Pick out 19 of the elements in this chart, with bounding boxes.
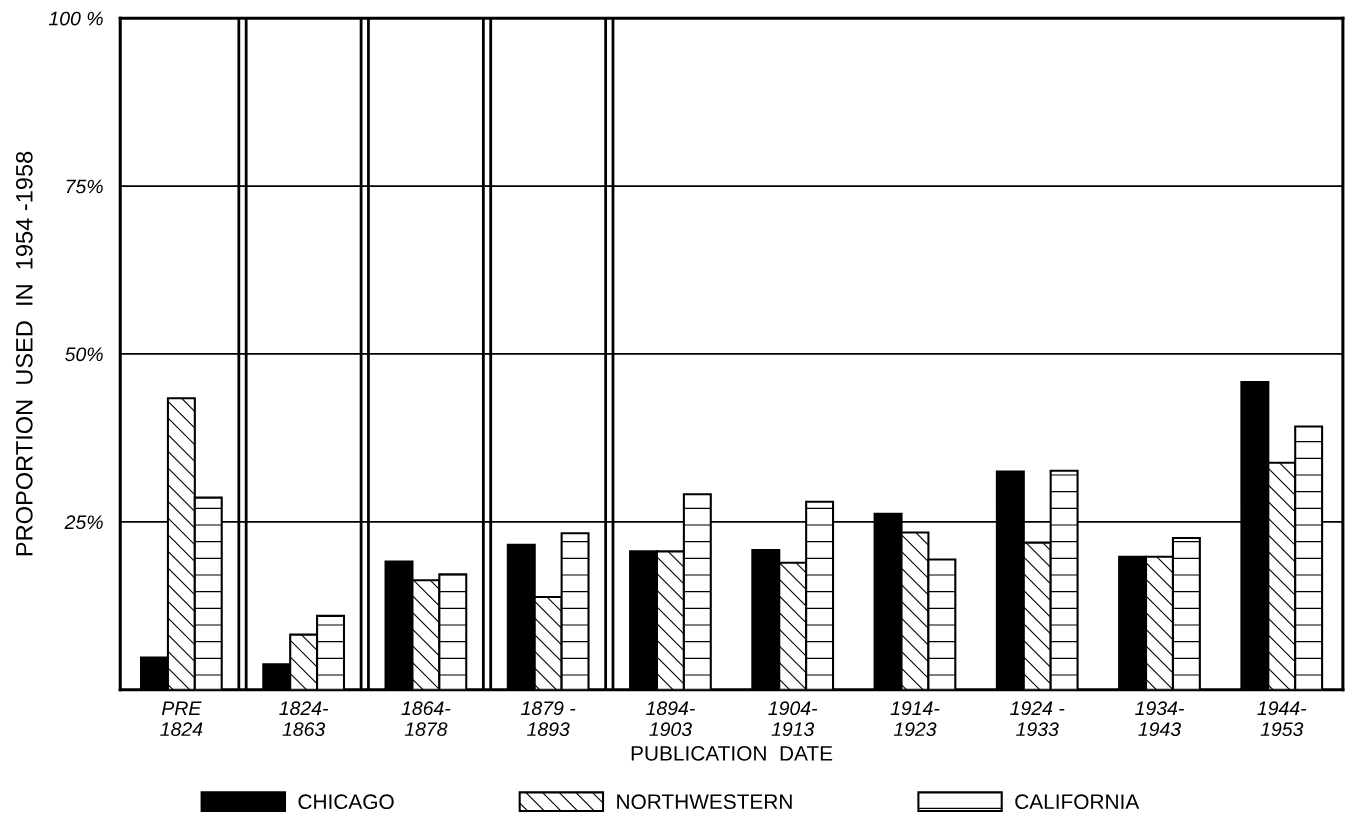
x-tick-label: 1879 - 1893 xyxy=(521,701,576,737)
x-axis-title: PUBLICATION DATE xyxy=(631,746,833,761)
legend-label: CALIFORNIA xyxy=(1015,794,1140,810)
y-tick-label: 75% xyxy=(66,179,103,194)
legend-label: CHICAGO xyxy=(298,794,394,810)
x-tick-label: 1914- 1923 xyxy=(890,701,940,737)
y-tick-label: 50% xyxy=(65,347,103,362)
x-tick-label: 1944- 1953 xyxy=(1257,701,1307,737)
y-axis-title: PROPORTION USED IN 1954 -1958 xyxy=(15,151,33,556)
x-tick-label: 1864- 1878 xyxy=(401,701,451,737)
x-tick-label: 1924 - 1933 xyxy=(1010,701,1065,737)
x-tick-label: 1894- 1903 xyxy=(646,701,695,737)
y-tick-label: 25% xyxy=(64,515,103,530)
x-tick-label: 1904- 1913 xyxy=(768,701,818,737)
x-tick-label: 1824- 1863 xyxy=(279,701,329,737)
x-tick-label: PRE 1824 xyxy=(160,701,203,737)
legend-label: NORTHWESTERN xyxy=(617,794,792,810)
y-tick-label: 100 % xyxy=(48,11,103,26)
x-tick-label: 1934- 1943 xyxy=(1135,701,1184,737)
